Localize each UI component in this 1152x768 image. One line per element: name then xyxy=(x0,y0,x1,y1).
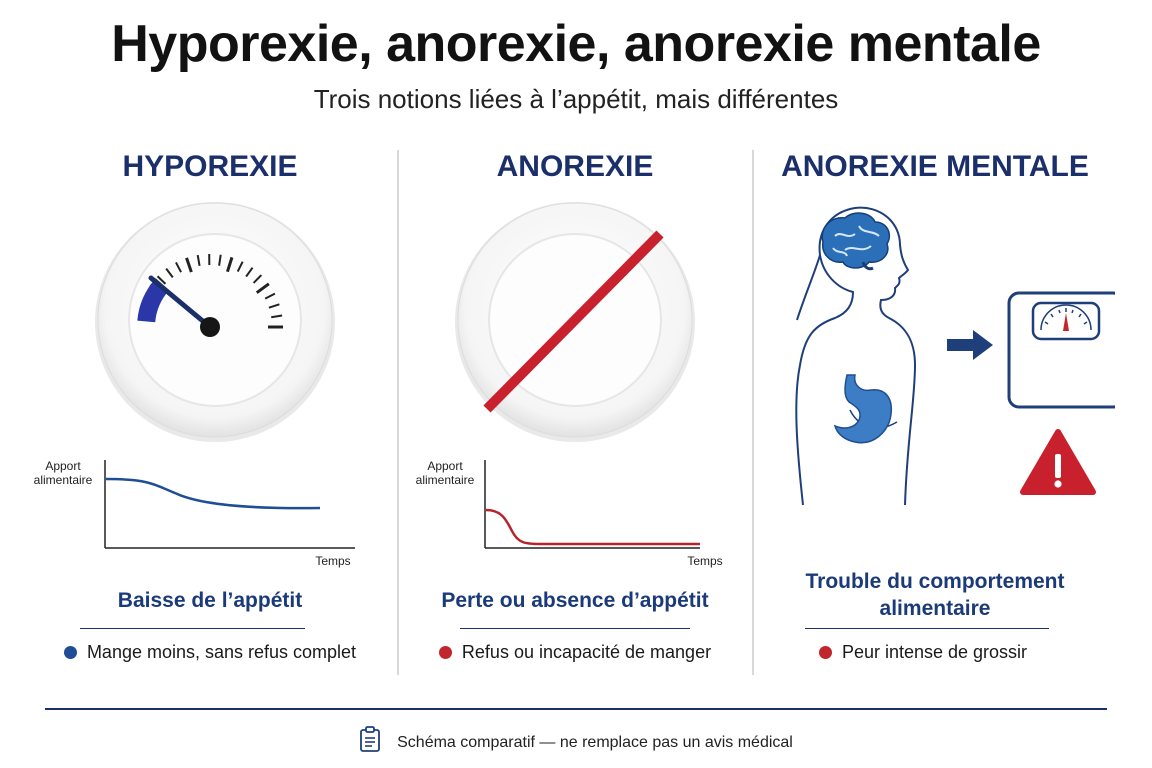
column-anorexie-mentale: ANOREXIE MENTALE xyxy=(755,0,1115,700)
bullet-dot xyxy=(63,646,77,659)
gauge-tick xyxy=(245,267,254,278)
arrow-right-icon xyxy=(947,330,993,360)
column-caption: Baisse de l’appétit xyxy=(117,589,303,612)
column-caption: Perte ou absence d’appétit xyxy=(441,589,709,612)
column-divider xyxy=(397,150,399,675)
page-subtitle: Trois notions liées à l’appétit, mais di… xyxy=(313,84,839,114)
gauge-tick xyxy=(268,303,280,309)
bullet-item: Refus ou incapacité de manger xyxy=(400,642,750,663)
gauge-tick xyxy=(264,292,276,300)
clipboard-icon xyxy=(360,726,381,752)
body-silhouette xyxy=(795,206,917,506)
gauge-tick xyxy=(218,254,222,266)
warning-icon xyxy=(1020,429,1096,495)
prohibition-slash xyxy=(483,230,664,413)
gauge-tick xyxy=(156,275,167,285)
gauge-tick xyxy=(252,274,263,284)
bullet-text: Mange moins, sans refus complet xyxy=(86,642,357,662)
plate-crossed-illustration xyxy=(455,202,695,442)
footer-note: Schéma comparatif — ne remplace pas un a… xyxy=(0,726,1152,752)
page-title: Hyporexie, anorexie, anorexie mentale xyxy=(111,15,1041,73)
column-heading: ANOREXIE MENTALE xyxy=(781,150,1089,183)
gauge-needle xyxy=(148,275,213,330)
bullet-dot xyxy=(438,646,452,659)
scale-icon xyxy=(1007,291,1115,409)
bullet-text: Peur intense de grossir xyxy=(841,642,1028,662)
gauge-tick xyxy=(226,256,234,273)
caption-underline xyxy=(460,628,690,629)
column-divider xyxy=(752,150,754,675)
caption-underline xyxy=(80,628,305,629)
column-hyporexie: HYPOREXIE Apport alimentaire Temps Baiss… xyxy=(34,0,380,700)
gauge-tick xyxy=(236,261,244,272)
stomach-icon xyxy=(833,374,893,444)
anorexia-mentale-illustration xyxy=(795,206,1115,506)
gauge-tick xyxy=(271,314,283,319)
chart-y-label: Apport alimentaire xyxy=(415,459,475,487)
bullet-dot xyxy=(818,646,832,659)
bullet-text: Refus ou incapacité de manger xyxy=(461,642,712,662)
gauge-tick xyxy=(196,254,201,267)
column-caption: Trouble du comportement alimentaire xyxy=(805,570,1065,620)
chart-y-label: Apport alimentaire xyxy=(33,459,93,487)
gauge-tick xyxy=(185,257,193,273)
caption-underline xyxy=(805,628,1049,629)
footer-divider xyxy=(45,708,1107,710)
intake-chart-hyporexie xyxy=(104,460,355,549)
column-heading: HYPOREXIE xyxy=(122,150,298,183)
intake-curve xyxy=(485,508,700,546)
column-anorexie: ANOREXIE Apport alimentaire Temps Perte … xyxy=(400,0,750,700)
bullet-item: Peur intense de grossir xyxy=(743,642,1103,663)
chart-x-label: Temps xyxy=(315,554,351,568)
plate-gauge-illustration xyxy=(95,202,335,442)
gauge-tick xyxy=(165,268,174,279)
footer-text: Schéma comparatif — ne remplace pas un a… xyxy=(397,734,793,751)
gauge-tick xyxy=(255,282,270,294)
gauge-tick xyxy=(175,261,182,273)
chart-x-label: Temps xyxy=(687,554,723,568)
intake-chart-anorexie xyxy=(484,460,700,549)
brain-icon xyxy=(821,212,891,271)
bullet-item: Mange moins, sans refus complet xyxy=(40,642,380,663)
column-heading: ANOREXIE xyxy=(496,150,654,183)
intake-curve xyxy=(105,477,321,510)
gauge-hub xyxy=(200,317,220,337)
